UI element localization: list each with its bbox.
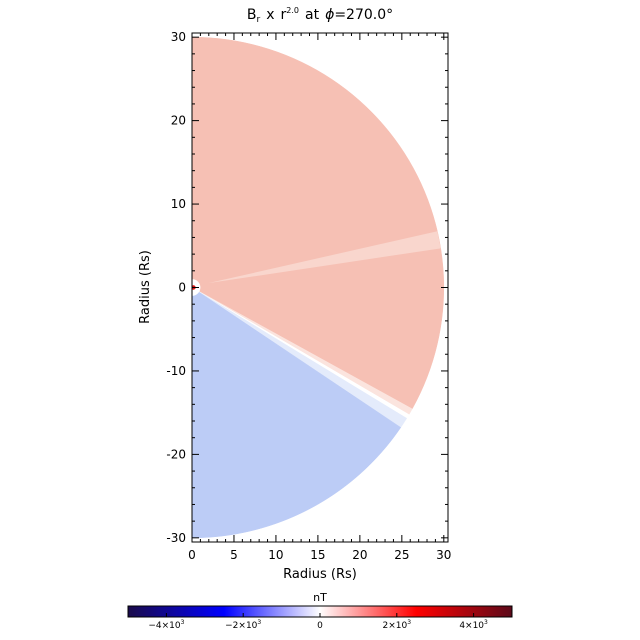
colorbar-tick-label: −2×103 bbox=[225, 619, 261, 631]
x-axis-label: Radius (Rs) bbox=[283, 567, 357, 582]
x-tick-label: 25 bbox=[394, 548, 409, 562]
x-tick-label: 0 bbox=[188, 548, 196, 562]
colorbar-ticks: −4×103 −2×103 0 2×103 4×103 bbox=[148, 613, 488, 631]
title-at: at bbox=[305, 7, 320, 23]
positive-sector bbox=[192, 36, 445, 410]
negative-sector bbox=[192, 287, 402, 539]
title-value: =270.0° bbox=[334, 7, 393, 23]
title-times: x bbox=[266, 7, 274, 23]
chart-title: Br x r2.0 at ϕ=270.0° bbox=[247, 6, 393, 25]
sheet-transition-positive bbox=[192, 287, 413, 415]
y-tick-label: -20 bbox=[166, 447, 186, 461]
sheet-transition-negative bbox=[192, 287, 408, 428]
x-tick-label: 20 bbox=[352, 548, 367, 562]
colorbar-tick-label: 0 bbox=[317, 621, 323, 631]
colorbar-tick-label: −4×103 bbox=[148, 619, 184, 631]
x-tick-label: 10 bbox=[268, 548, 283, 562]
colorbar-tick-label: 2×103 bbox=[383, 619, 412, 631]
axis-ticks: 0 5 10 15 20 25 30 30 20 10 0 -10 -20 -30 bbox=[166, 30, 451, 562]
y-tick-label: 0 bbox=[178, 281, 186, 295]
x-tick-label: 30 bbox=[436, 548, 451, 562]
y-axis-label: Radius (Rs) bbox=[138, 250, 153, 324]
current-sheet bbox=[192, 287, 410, 419]
x-tick-label: 5 bbox=[230, 548, 238, 562]
title-subscript: r bbox=[256, 15, 260, 25]
plot-area bbox=[192, 36, 445, 539]
y-tick-label: 30 bbox=[171, 30, 186, 44]
colorbar-tick-label: 4×103 bbox=[459, 619, 488, 631]
y-tick-label: -10 bbox=[166, 364, 186, 378]
title-exponent: 2.0 bbox=[286, 6, 299, 15]
title-phi: ϕ bbox=[325, 7, 334, 23]
colorbar-label: nT bbox=[313, 591, 327, 604]
y-tick-label: -30 bbox=[166, 531, 186, 545]
title-r: r bbox=[280, 7, 286, 23]
y-tick-label: 10 bbox=[171, 197, 186, 211]
title-symbol: B bbox=[247, 7, 257, 23]
y-tick-label: 20 bbox=[171, 114, 186, 128]
x-tick-label: 15 bbox=[310, 548, 325, 562]
streamer-streak bbox=[208, 231, 441, 284]
